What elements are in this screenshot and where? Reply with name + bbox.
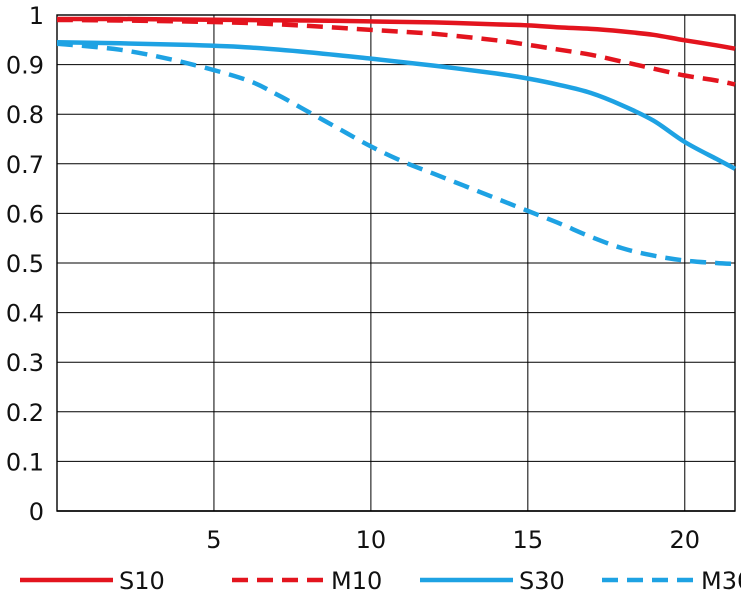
y-tick-label: 0.3 — [6, 349, 44, 377]
series-line-s30 — [57, 40, 737, 171]
x-tick-label: 5 — [206, 526, 221, 554]
y-tick-label: 0.6 — [6, 200, 44, 228]
y-tick-label: 0.1 — [6, 448, 44, 476]
series-lines — [57, 16, 737, 267]
legend: S10 M10 S30 M30 — [20, 567, 741, 595]
x-tick-label: 10 — [356, 526, 387, 554]
y-tick-label: 1 — [29, 2, 44, 30]
y-tick-label: 0.2 — [6, 399, 44, 427]
y-tick-label: 0.8 — [6, 101, 44, 129]
legend-label-m10: M10 — [331, 567, 382, 595]
y-tick-label: 0.5 — [6, 250, 44, 278]
grid-lines — [56, 14, 736, 512]
series-line-m30 — [57, 41, 736, 267]
y-tick-label: 0.4 — [6, 300, 44, 328]
legend-label-m30: M30 — [701, 567, 741, 595]
x-axis-tick-labels: 5 10 15 20 — [206, 526, 700, 554]
legend-label-s30: S30 — [519, 567, 565, 595]
series-line-s10 — [57, 16, 736, 51]
y-tick-label: 0.9 — [6, 52, 44, 80]
x-tick-label: 15 — [513, 526, 544, 554]
x-tick-label: 20 — [670, 526, 701, 554]
plot-frame — [56, 14, 736, 512]
y-tick-label: 0.7 — [6, 151, 44, 179]
y-tick-label: 0 — [29, 498, 44, 526]
y-axis-tick-labels: 0 0.1 0.2 0.3 0.4 0.5 0.6 0.7 0.8 0.9 1 — [6, 2, 44, 526]
legend-label-s10: S10 — [119, 567, 165, 595]
series-line-m10 — [57, 17, 736, 87]
